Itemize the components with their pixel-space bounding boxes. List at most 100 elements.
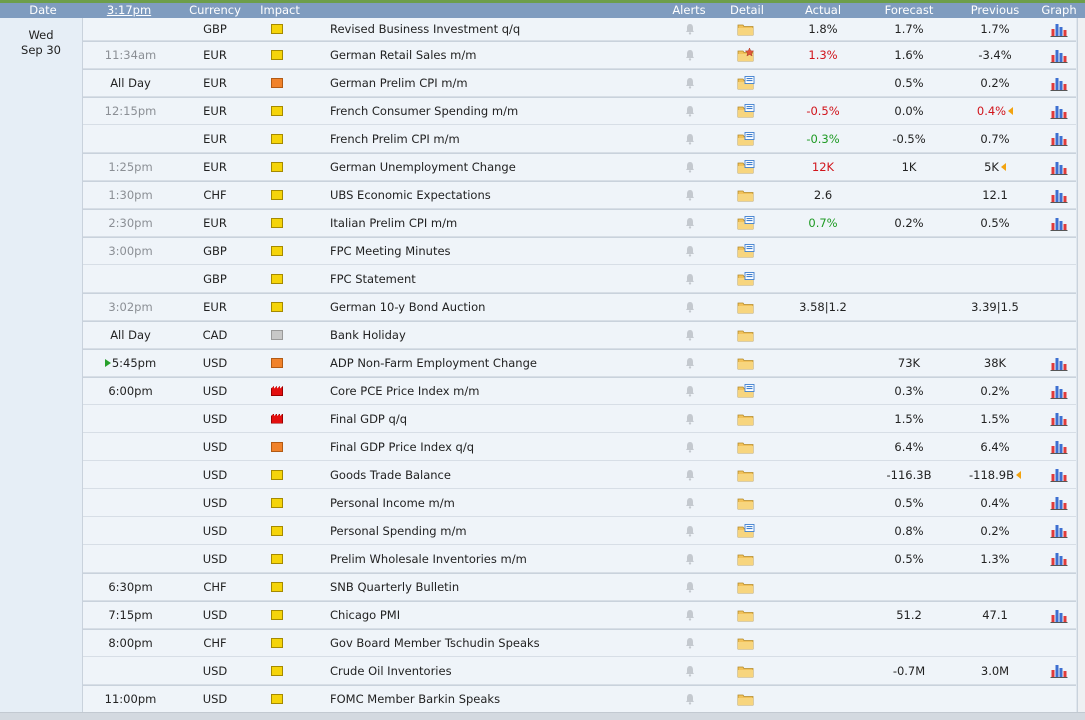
- folder-news-icon[interactable]: [736, 70, 756, 96]
- alert-bell-icon[interactable]: [683, 322, 697, 348]
- graph-icon[interactable]: [1049, 378, 1069, 404]
- revised-icon[interactable]: [1015, 470, 1021, 479]
- alert-bell-icon[interactable]: [683, 461, 697, 488]
- event-title[interactable]: German Unemployment Change: [330, 160, 516, 174]
- graph-icon[interactable]: [1049, 210, 1069, 236]
- alert-bell-icon[interactable]: [683, 265, 697, 292]
- alert-bell-icon[interactable]: [683, 602, 697, 628]
- event-title[interactable]: UBS Economic Expectations: [330, 188, 491, 202]
- graph-icon[interactable]: [1049, 545, 1069, 572]
- folder-news-icon[interactable]: [736, 210, 756, 236]
- folder-icon[interactable]: [736, 574, 756, 600]
- event-row[interactable]: USD Prelim Wholesale Inventories m/m 0.5% 1…: [83, 545, 1076, 573]
- folder-icon[interactable]: [736, 489, 756, 516]
- event-title[interactable]: FPC Statement: [330, 271, 416, 286]
- event-title[interactable]: Core PCE Price Index m/m: [330, 384, 480, 398]
- folder-icon[interactable]: [736, 602, 756, 628]
- graph-icon[interactable]: [1049, 461, 1069, 488]
- folder-news-icon[interactable]: [736, 238, 756, 264]
- event-row[interactable]: USD Goods Trade Balance -116.3B -118.9B: [83, 461, 1076, 489]
- event-title[interactable]: Bank Holiday: [330, 328, 406, 342]
- folder-news-icon[interactable]: [736, 154, 756, 180]
- event-row[interactable]: All Day CAD Bank Holiday: [83, 321, 1076, 349]
- event-row[interactable]: 1:25pm EUR German Unemployment Change 12K 1K…: [83, 153, 1076, 181]
- event-row[interactable]: USD Crude Oil Inventories -0.7M 3.0M: [83, 657, 1076, 685]
- alert-bell-icon[interactable]: [683, 405, 697, 432]
- folder-icon[interactable]: [736, 405, 756, 432]
- folder-icon[interactable]: [736, 433, 756, 460]
- event-row[interactable]: 2:30pm EUR Italian Prelim CPI m/m 0.7% 0.2% 0…: [83, 209, 1076, 237]
- event-row[interactable]: 5:45pm USD ADP Non-Farm Employment Change 7…: [83, 349, 1076, 377]
- event-row[interactable]: 8:00pm CHF Gov Board Member Tschudin Speak…: [83, 629, 1076, 657]
- graph-icon[interactable]: [1049, 98, 1069, 124]
- graph-icon[interactable]: [1049, 517, 1069, 544]
- event-row[interactable]: GBP FPC Statement: [83, 265, 1076, 293]
- event-row[interactable]: 11:34am EUR German Retail Sales m/m 1.3% 1.6…: [83, 41, 1076, 69]
- folder-star-icon[interactable]: [736, 42, 756, 68]
- folder-icon[interactable]: [736, 545, 756, 572]
- bottom-scroll-bar[interactable]: [0, 712, 1085, 720]
- event-row[interactable]: EUR French Prelim CPI m/m -0.3% -0.5% 0.7%: [83, 125, 1076, 153]
- alert-bell-icon[interactable]: [683, 154, 697, 180]
- event-title[interactable]: Personal Spending m/m: [330, 523, 467, 538]
- folder-news-icon[interactable]: [736, 517, 756, 544]
- graph-icon[interactable]: [1049, 70, 1069, 96]
- event-title[interactable]: French Consumer Spending m/m: [330, 104, 519, 118]
- event-title[interactable]: Goods Trade Balance: [330, 467, 451, 482]
- folder-icon[interactable]: [736, 294, 756, 320]
- event-row[interactable]: 7:15pm USD Chicago PMI 51.2 47.1: [83, 601, 1076, 629]
- graph-icon[interactable]: [1049, 405, 1069, 432]
- alert-bell-icon[interactable]: [683, 378, 697, 404]
- folder-icon[interactable]: [736, 686, 756, 712]
- alert-bell-icon[interactable]: [683, 182, 697, 208]
- graph-icon[interactable]: [1049, 489, 1069, 516]
- graph-icon[interactable]: [1049, 18, 1069, 40]
- folder-icon[interactable]: [736, 630, 756, 656]
- graph-icon[interactable]: [1049, 433, 1069, 460]
- folder-icon[interactable]: [736, 182, 756, 208]
- event-title[interactable]: Personal Income m/m: [330, 495, 455, 510]
- alert-bell-icon[interactable]: [683, 545, 697, 572]
- event-row[interactable]: 6:00pm USD Core PCE Price Index m/m 0.3% 0.2…: [83, 377, 1076, 405]
- event-title[interactable]: FPC Meeting Minutes: [330, 244, 451, 258]
- event-row[interactable]: All Day EUR German Prelim CPI m/m 0.5% 0.2%: [83, 69, 1076, 97]
- folder-icon[interactable]: [736, 322, 756, 348]
- alert-bell-icon[interactable]: [683, 630, 697, 656]
- alert-bell-icon[interactable]: [683, 18, 697, 40]
- event-title[interactable]: FOMC Member Barkin Speaks: [330, 692, 501, 706]
- folder-icon[interactable]: [736, 18, 756, 40]
- event-row[interactable]: GBP Revised Business Investment q/q 1.8% 1.…: [83, 18, 1076, 41]
- alert-bell-icon[interactable]: [683, 433, 697, 460]
- event-title[interactable]: German 10-y Bond Auction: [330, 300, 486, 314]
- revised-icon[interactable]: [1000, 163, 1006, 171]
- folder-icon[interactable]: [736, 657, 756, 684]
- event-row[interactable]: 11:00pm USD FOMC Member Barkin Speaks: [83, 685, 1076, 713]
- alert-bell-icon[interactable]: [683, 489, 697, 516]
- folder-news-icon[interactable]: [736, 98, 756, 124]
- alert-bell-icon[interactable]: [683, 125, 697, 152]
- event-title[interactable]: German Retail Sales m/m: [330, 48, 477, 62]
- alert-bell-icon[interactable]: [683, 517, 697, 544]
- folder-news-icon[interactable]: [736, 125, 756, 152]
- event-row[interactable]: 3:00pm GBP FPC Meeting Minutes: [83, 237, 1076, 265]
- event-row[interactable]: 3:02pm EUR German 10-y Bond Auction 3.58|1.…: [83, 293, 1076, 321]
- event-title[interactable]: ADP Non-Farm Employment Change: [330, 356, 537, 370]
- graph-icon[interactable]: [1049, 657, 1069, 684]
- alert-bell-icon[interactable]: [683, 574, 697, 600]
- event-row[interactable]: 12:15pm EUR French Consumer Spending m/m -0…: [83, 97, 1076, 125]
- alert-bell-icon[interactable]: [683, 98, 697, 124]
- alert-bell-icon[interactable]: [683, 294, 697, 320]
- graph-icon[interactable]: [1049, 182, 1069, 208]
- event-row[interactable]: USD Final GDP q/q 1.5% 1.5%: [83, 405, 1076, 433]
- alert-bell-icon[interactable]: [683, 686, 697, 712]
- folder-icon[interactable]: [736, 461, 756, 488]
- event-title[interactable]: German Prelim CPI m/m: [330, 76, 468, 90]
- event-title[interactable]: Gov Board Member Tschudin Speaks: [330, 636, 540, 650]
- revised-icon[interactable]: [1008, 107, 1014, 115]
- vertical-scrollbar[interactable]: [1077, 18, 1085, 712]
- event-row[interactable]: 6:30pm CHF SNB Quarterly Bulletin: [83, 573, 1076, 601]
- event-title[interactable]: Chicago PMI: [330, 608, 401, 622]
- event-row[interactable]: USD Personal Income m/m 0.5% 0.4%: [83, 489, 1076, 517]
- event-title[interactable]: Final GDP q/q: [330, 411, 407, 426]
- folder-news-icon[interactable]: [736, 265, 756, 292]
